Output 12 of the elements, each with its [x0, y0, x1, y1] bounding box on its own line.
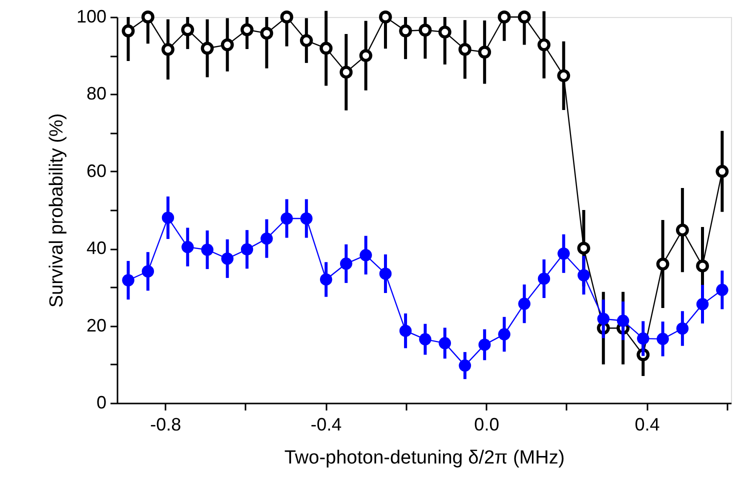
y-tick-label: 80 [86, 84, 106, 104]
x-axis-title: Two-photon-detuning δ/2π (MHz) [284, 448, 565, 468]
x-tick-label: -0.4 [310, 414, 342, 434]
y-axis-title: Survival probability (%) [46, 113, 68, 308]
y-tick-label: 100 [76, 6, 106, 26]
x-tick-label: -0.8 [150, 414, 182, 434]
y-tick-label: 60 [86, 160, 106, 181]
x-tick-label: 0.0 [474, 414, 500, 434]
y-tick-label: 0 [96, 392, 106, 412]
y-tick-label: 40 [86, 238, 106, 258]
x-tick-label: 0.4 [634, 414, 660, 434]
y-tick-label: 20 [86, 315, 106, 336]
